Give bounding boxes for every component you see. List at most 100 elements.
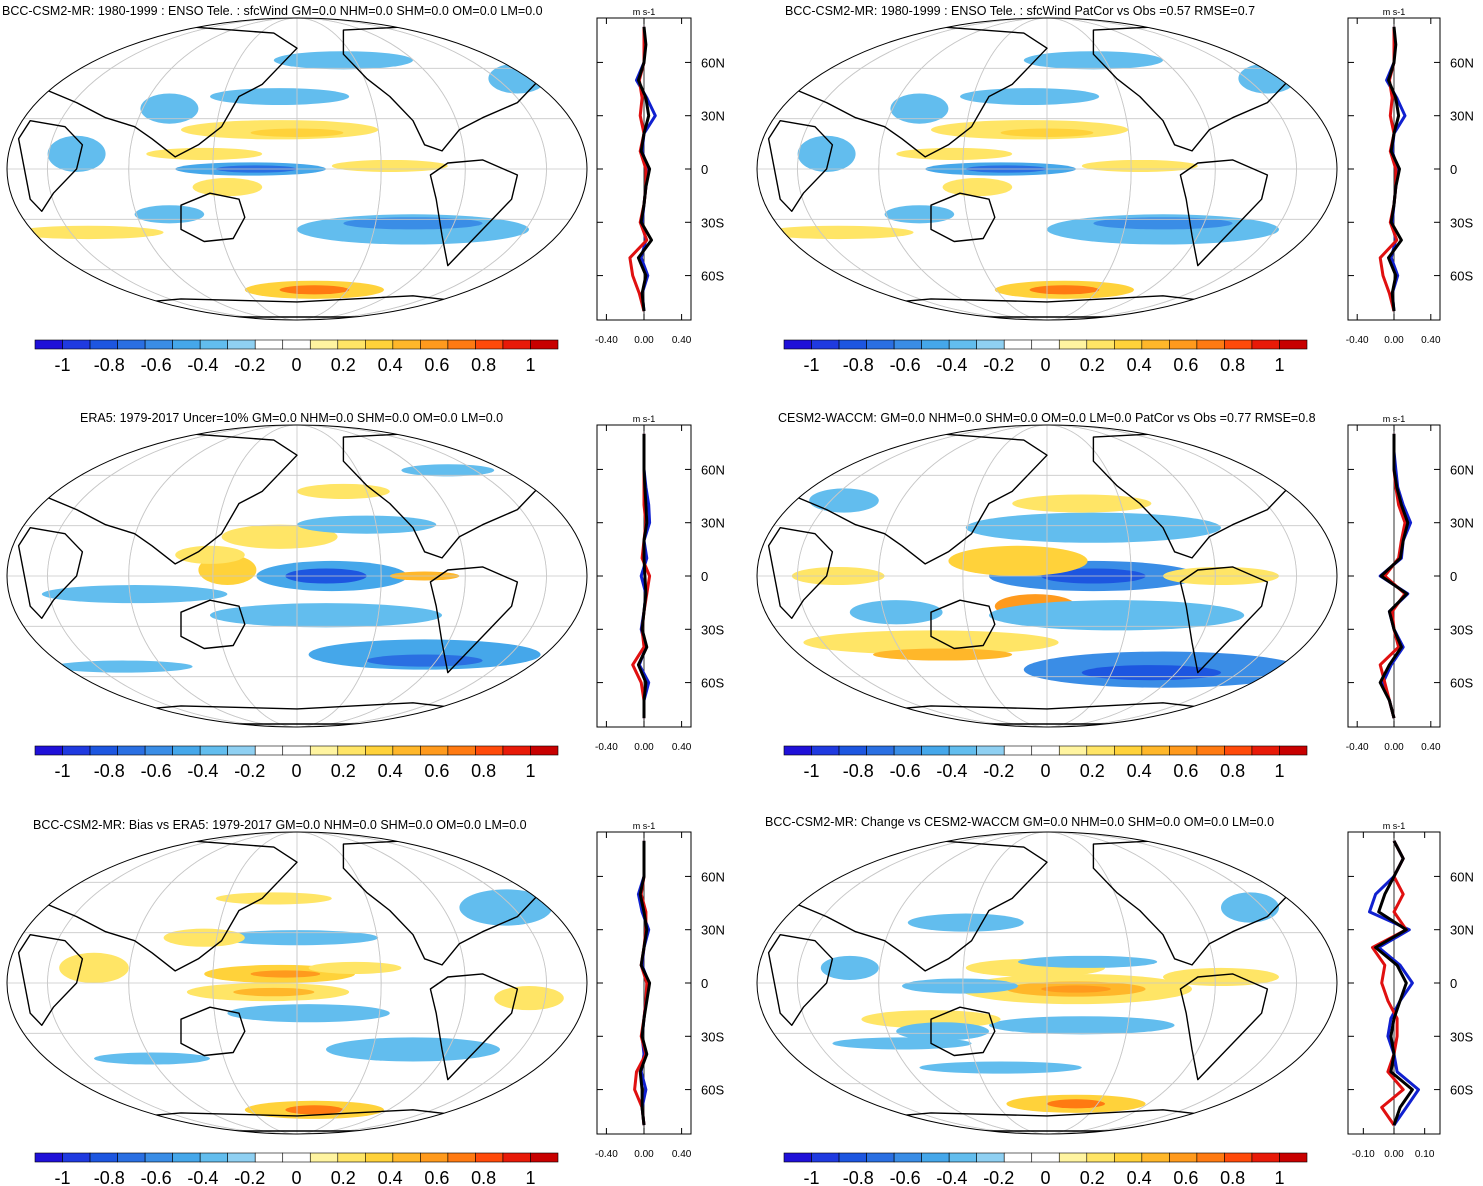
colorbar-swatch [337, 745, 366, 756]
map-era5 [7, 425, 587, 727]
colorbar-tick-label: -1 [804, 1168, 820, 1186]
colorbar-swatch [893, 1152, 922, 1163]
colorbar-tick-label: -0.2 [234, 1168, 265, 1186]
coastline-samerica [1179, 566, 1269, 674]
colorbar-swatch [420, 339, 449, 350]
colorbar-swatch [420, 745, 449, 756]
colorbar-swatch [447, 339, 476, 350]
profile-line-black [636, 26, 653, 312]
field-patch [948, 545, 1088, 577]
field-patch [832, 1037, 972, 1050]
colorbar-swatch [117, 339, 146, 350]
colorbar-swatch [866, 745, 895, 756]
colorbar-swatch [838, 745, 867, 756]
colorbar-swatch [921, 339, 950, 350]
profile-x-tick-label: -0.40 [595, 335, 618, 346]
coastline-australia [180, 599, 246, 650]
profile-y-tick-label: 0 [1450, 162, 1457, 177]
colorbar-tick-label: 0 [1040, 355, 1050, 375]
field-patch [163, 928, 245, 947]
colorbar-swatch [1279, 1152, 1308, 1163]
profile-cesm2: -0.40 0.00 0.40 60N 30N 0 30S 60S m s-1 [1346, 414, 1474, 753]
field-patch [459, 889, 553, 926]
colorbar-swatch [866, 339, 895, 350]
graticule-meridian [128, 18, 466, 320]
colorbar-swatch [172, 339, 201, 350]
coastline-asia [779, 26, 1048, 158]
profile-y-tick-label: 60S [701, 676, 724, 691]
colorbar-swatch [1169, 1152, 1198, 1163]
colorbar-tick-label: -0.4 [187, 761, 218, 781]
field-patch [140, 93, 199, 124]
colorbar-swatch [1086, 1152, 1115, 1163]
field-patch [1093, 217, 1233, 230]
colorbar-tick-label: 0.4 [1127, 355, 1152, 375]
colorbar-swatch [199, 745, 228, 756]
colorbar-tick-label: -0.4 [936, 355, 967, 375]
graticule-meridian [47, 425, 547, 727]
field-patch [1221, 892, 1279, 923]
colorbar-swatch [34, 1152, 63, 1163]
coastline-asia [779, 433, 1048, 565]
graticule-meridian [47, 18, 547, 320]
graticule-meridian [128, 425, 466, 727]
field-patch [175, 545, 245, 564]
profile-unit-label: m s-1 [1383, 7, 1406, 17]
colorbar-swatch [838, 1152, 867, 1163]
graticule-meridian [797, 18, 1297, 320]
profile-y-tick-label: 30S [701, 622, 724, 637]
field-patch [146, 147, 263, 160]
profile-y-tick-label: 0 [701, 976, 708, 991]
profile-y-tick-label: 30S [701, 215, 724, 230]
colorbar-swatch [392, 1152, 421, 1163]
profile-y-tick-label: 60N [701, 869, 725, 884]
colorbar-swatch [1141, 745, 1170, 756]
field-patch [47, 135, 106, 173]
profile-x-tick-label: -0.40 [1346, 742, 1369, 753]
colorbar-swatch [948, 1152, 977, 1163]
colorbar-swatch [475, 1152, 504, 1163]
map-bcc-hist [7, 18, 587, 320]
colorbar-tick-label: -0.8 [94, 761, 125, 781]
colorbar-swatch [530, 745, 559, 756]
colorbar-swatch [1003, 339, 1033, 350]
map-outline [756, 424, 1338, 728]
field-patch [297, 515, 437, 534]
colorbar-swatch [976, 339, 1005, 350]
colorbar-swatch [1196, 339, 1225, 350]
colorbar-swatch [502, 339, 531, 350]
colorbar-tick-label: 0.4 [378, 761, 403, 781]
field-patch [919, 1061, 1082, 1074]
profile-line-black [1374, 840, 1414, 1126]
profile-x-tick-label: -0.40 [1346, 335, 1369, 346]
colorbar-swatch [309, 339, 339, 350]
field-patch [210, 603, 442, 628]
profile-x-tick-label: 0.40 [1421, 742, 1441, 753]
colorbar-swatch [976, 745, 1005, 756]
map-outline [6, 424, 588, 728]
colorbar-swatch [392, 745, 421, 756]
colorbar-swatch [227, 745, 256, 756]
colorbar-swatch [62, 339, 91, 350]
colorbar-swatch [1169, 339, 1198, 350]
field-patch [221, 524, 338, 549]
colorbar-tick-label: 1 [525, 1168, 535, 1186]
colorbar-swatch [144, 1152, 173, 1163]
map-outline [6, 831, 588, 1135]
field-patch [1081, 159, 1198, 173]
colorbar-tick-label: -0.2 [983, 1168, 1014, 1186]
field-patch [1012, 494, 1152, 513]
colorbar-tick-label: -0.2 [983, 355, 1014, 375]
profile-y-tick-label: 0 [1450, 569, 1457, 584]
field-patch [41, 585, 228, 604]
field-patch [942, 178, 1013, 197]
field-patch [331, 159, 448, 173]
colorbar-swatch [1031, 339, 1060, 350]
profile-x-tick-label: 0.40 [1421, 335, 1441, 346]
colorbar-swatch [838, 339, 867, 350]
panel-title-cesm2: CESM2-WACCM: GM=0.0 NHM=0.0 SHM=0.0 OM=0… [778, 411, 1316, 425]
colorbar-swatch [1086, 339, 1115, 350]
field-patch [1029, 285, 1100, 295]
colorbar-swatch [1279, 339, 1308, 350]
colorbar-swatch [475, 745, 504, 756]
